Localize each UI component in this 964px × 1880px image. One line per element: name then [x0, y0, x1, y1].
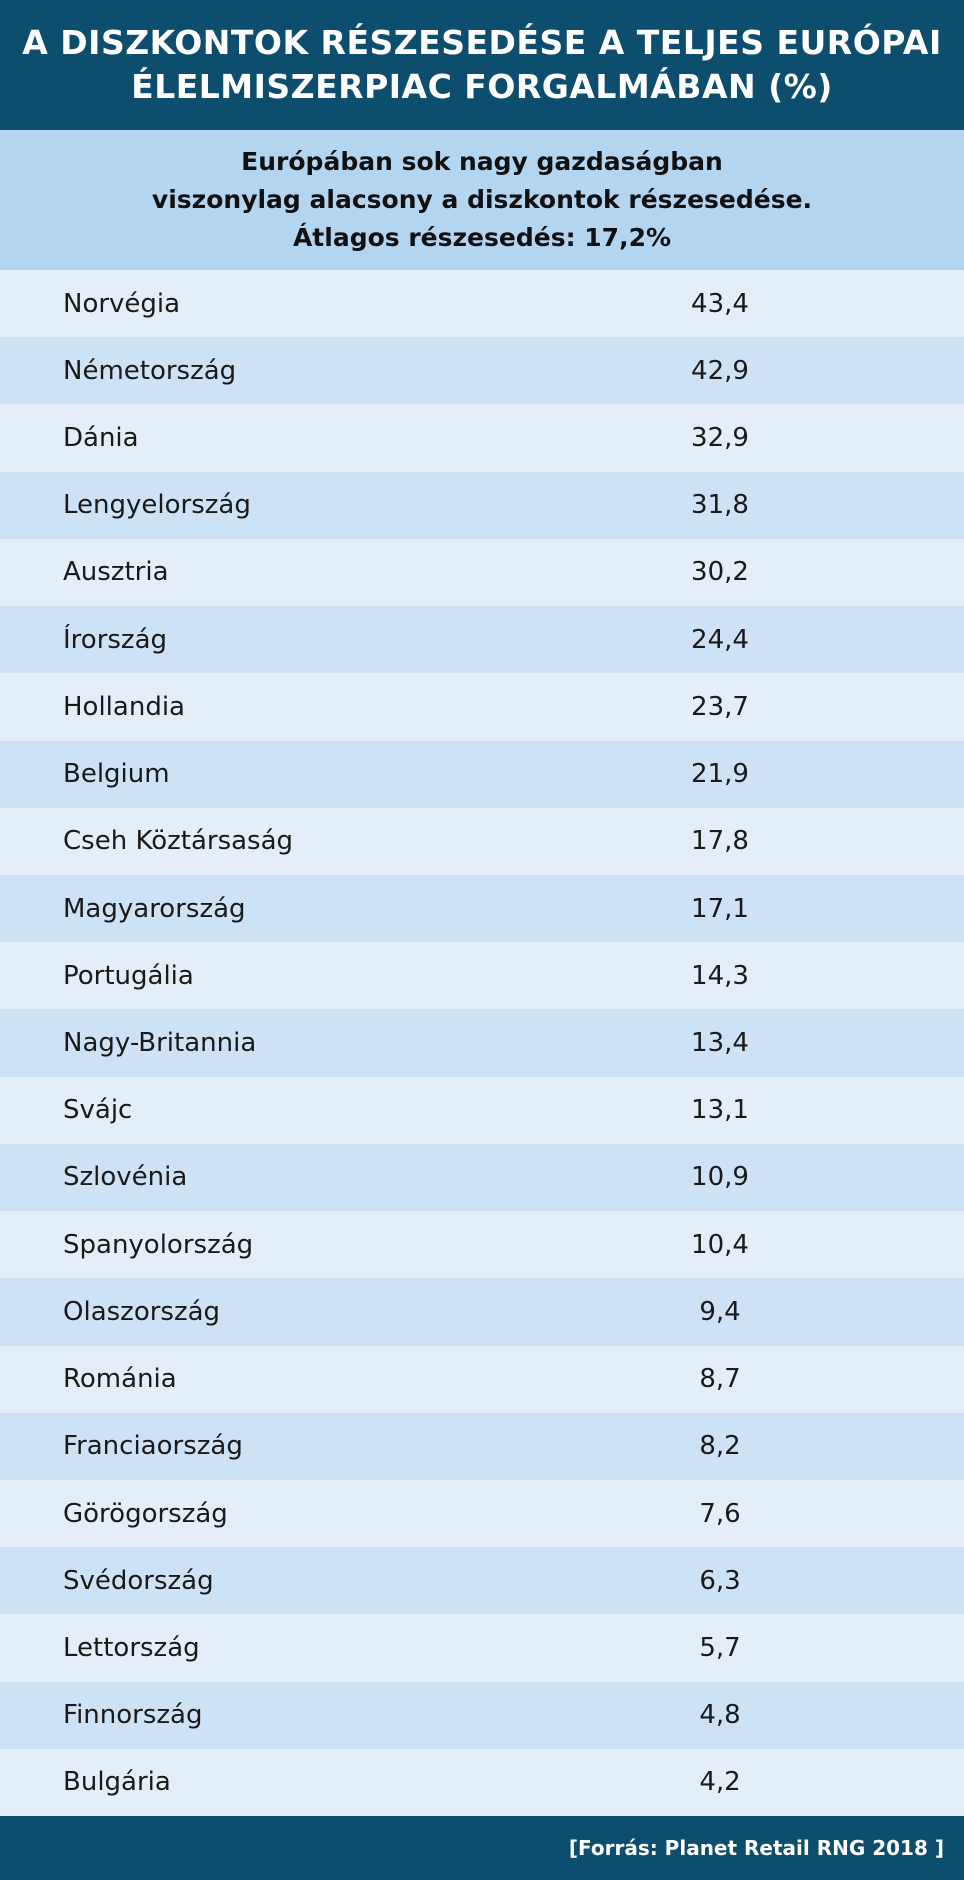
country: Ausztria — [63, 557, 169, 588]
table-row: Lettország 5,7 — [0, 1614, 964, 1682]
share-value: 4,8 — [699, 1700, 741, 1731]
source: [Forrás: Planet Retail RNG 2018 ] — [568, 1836, 944, 1860]
country: Cseh Köztársaság — [63, 826, 294, 857]
subheader-line: viszonylag alacsony a diszkontok részese… — [151, 185, 813, 214]
country: Spanyolország — [63, 1229, 254, 1260]
share-value: 31,8 — [691, 490, 749, 521]
share-value: 43,4 — [691, 288, 749, 319]
country: Németország — [63, 355, 237, 386]
table-row: Svédország 6,3 — [0, 1547, 964, 1615]
share-value: 9,4 — [699, 1296, 741, 1327]
country: Norvégia — [63, 288, 181, 319]
share-value: 32,9 — [691, 423, 749, 454]
table-row: Románia 8,7 — [0, 1345, 964, 1413]
table-row: Nagy-Britannia 13,4 — [0, 1009, 964, 1077]
share-value: 23,7 — [691, 691, 749, 722]
title-line: ÉLELMISZERPIAC FORGALMÁBAN (%) — [131, 67, 833, 106]
share-value: 7,6 — [699, 1498, 741, 1529]
table-row: Lengyelország 31,8 — [0, 471, 964, 539]
table-row: Ausztria 30,2 — [0, 538, 964, 607]
subheader: Európában sok nagy gazdaságban viszonylag… — [0, 130, 964, 270]
country: Magyarország — [63, 893, 246, 924]
country: Lengyelország — [63, 490, 251, 521]
country: Belgium — [63, 759, 170, 790]
table-row: Magyarország 17,1 — [0, 874, 964, 943]
share-value: 4,2 — [699, 1767, 741, 1798]
country: Románia — [63, 1364, 177, 1395]
country: Svédország — [63, 1565, 214, 1596]
share-value: 8,7 — [699, 1364, 741, 1395]
table-row: Görögország 7,6 — [0, 1479, 964, 1548]
country: Finnország — [63, 1700, 203, 1731]
table-row: Cseh Köztársaság 17,8 — [0, 807, 964, 875]
share-value: 13,1 — [691, 1095, 749, 1126]
table-row: Németország 42,9 — [0, 337, 964, 405]
share-value: 6,3 — [699, 1565, 741, 1596]
title-line: A DISZKONTOK RÉSZESEDÉSE A TELJES EURÓPA… — [22, 23, 942, 62]
share-value: 21,9 — [691, 759, 749, 790]
share-value: 42,9 — [691, 355, 749, 386]
footer: [Forrás: Planet Retail RNG 2018 ] — [0, 1816, 964, 1880]
country: Nagy-Britannia — [63, 1028, 257, 1059]
table-row: Dánia 32,9 — [0, 404, 964, 472]
country: Lettország — [63, 1632, 200, 1663]
country: Hollandia — [63, 691, 185, 722]
table-row: Szlovénia 10,9 — [0, 1143, 964, 1212]
table-row: Bulgária 4,2 — [0, 1748, 964, 1817]
table-row: Belgium 21,9 — [0, 740, 964, 808]
share-value: 13,4 — [691, 1028, 749, 1059]
title-band: A DISZKONTOK RÉSZESEDÉSE A TELJES EURÓPA… — [0, 0, 964, 130]
share-value: 30,2 — [691, 557, 749, 588]
country: Portugália — [63, 960, 194, 991]
share-value: 10,9 — [691, 1162, 749, 1193]
country: Görögország — [63, 1498, 228, 1529]
share-value: 17,8 — [691, 826, 749, 857]
subheader-line: Átlagos részesedés: 17,2% — [292, 223, 672, 252]
table-row: Írország 24,4 — [0, 606, 964, 674]
table-row: Hollandia 23,7 — [0, 673, 964, 741]
table-row: Svájc 13,1 — [0, 1076, 964, 1144]
table-row: Olaszország 9,4 — [0, 1278, 964, 1346]
share-value: 5,7 — [699, 1632, 741, 1663]
country: Olaszország — [63, 1296, 221, 1327]
country: Dánia — [63, 423, 139, 454]
table-row: Portugália 14,3 — [0, 942, 964, 1010]
country: Bulgária — [63, 1767, 171, 1798]
share-value: 24,4 — [691, 624, 749, 655]
share-value: 10,4 — [691, 1229, 749, 1260]
country: Szlovénia — [63, 1162, 188, 1193]
share-value: 17,1 — [691, 893, 749, 924]
table-row: Spanyolország 10,4 — [0, 1211, 964, 1279]
share-value: 14,3 — [691, 960, 749, 991]
country: Írország — [63, 624, 168, 655]
table-row: Franciaország 8,2 — [0, 1412, 964, 1480]
table-row: Finnország 4,8 — [0, 1681, 964, 1749]
subheader-line: Európában sok nagy gazdaságban — [241, 147, 723, 176]
country: Franciaország — [63, 1431, 243, 1462]
country: Svájc — [63, 1095, 133, 1126]
table: Norvégia 43,4 Németország 42,9 Dánia 32,9 Leng… — [0, 270, 964, 1817]
share-value: 8,2 — [699, 1431, 741, 1462]
table-row: Norvégia 43,4 — [0, 270, 964, 338]
